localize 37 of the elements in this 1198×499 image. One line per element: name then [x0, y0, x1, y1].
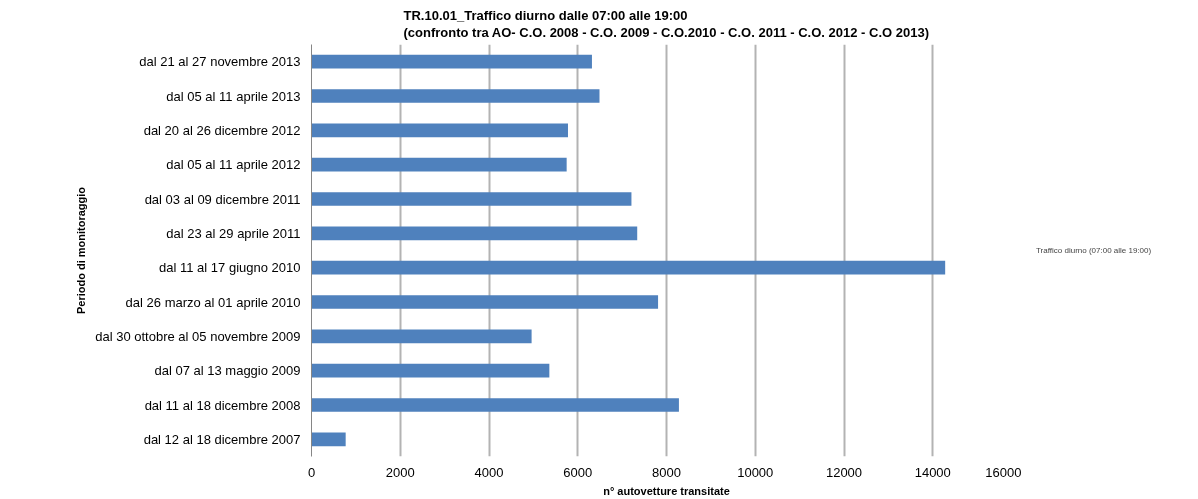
bar	[311, 363, 550, 378]
chart-title: TR.10.01_Traffico diurno dalle 07:00 alle 19:00 (confronto tra AO- C.O. 2008 - C.O. 2009 - C.O.2010 - C.O. 2011 - C.O. 2012 - C.O 2013)	[403, 8, 929, 40]
y-tick-label: dal 30 ottobre al 05 novembre 2009	[95, 328, 301, 344]
y-tick-label: dal 11 al 18 dicembre 2008	[144, 397, 301, 413]
x-tick-label: 16000	[985, 464, 1022, 480]
x-tick-label: 4000	[474, 464, 504, 480]
y-tick-label: dal 07 al 13 maggio 2009	[154, 363, 301, 379]
bar	[311, 226, 638, 241]
x-tick-label: 14000	[914, 464, 951, 480]
bar	[311, 260, 946, 275]
y-tick-label: dal 21 al 27 novembre 2013	[139, 54, 301, 70]
x-axis-title: n° autovetture transitate	[603, 484, 730, 497]
y-tick-label: dal 05 al 11 aprile 2013	[166, 88, 301, 104]
x-tick-label: 6000	[563, 464, 593, 480]
y-tick-label: dal 12 al 18 dicembre 2007	[143, 431, 301, 447]
bar	[311, 295, 659, 309]
bar	[311, 54, 592, 69]
bar	[311, 157, 567, 172]
y-axis-title: Periodo di monitoraggio	[75, 186, 88, 315]
y-tick-label: dal 05 al 11 aprile 2012	[166, 157, 301, 173]
bar	[311, 89, 600, 103]
x-tick-label: 2000	[385, 464, 415, 480]
y-tick-label: dal 20 al 26 dicembre 2012	[143, 122, 301, 138]
y-tick-label: dal 11 al 17 giugno 2010	[159, 260, 301, 276]
bar	[311, 329, 532, 344]
y-tick-label: dal 26 marzo al 01 aprile 2010	[125, 294, 301, 310]
y-tick-label: dal 23 al 29 aprile 2011	[166, 225, 301, 241]
text: Traffico diurno (07:00 alle 19:00)	[1036, 245, 1152, 255]
bar	[311, 123, 568, 138]
x-tick-label: 12000	[825, 464, 863, 480]
x-tick-label: 8000	[652, 464, 681, 480]
bar	[311, 398, 679, 412]
x-tick-label: 10000	[737, 464, 774, 480]
bar	[311, 192, 632, 206]
bar	[311, 432, 346, 447]
y-tick-label: dal 03 al 09 dicembre 2011	[144, 191, 301, 207]
x-tick-label: 0	[307, 464, 316, 480]
